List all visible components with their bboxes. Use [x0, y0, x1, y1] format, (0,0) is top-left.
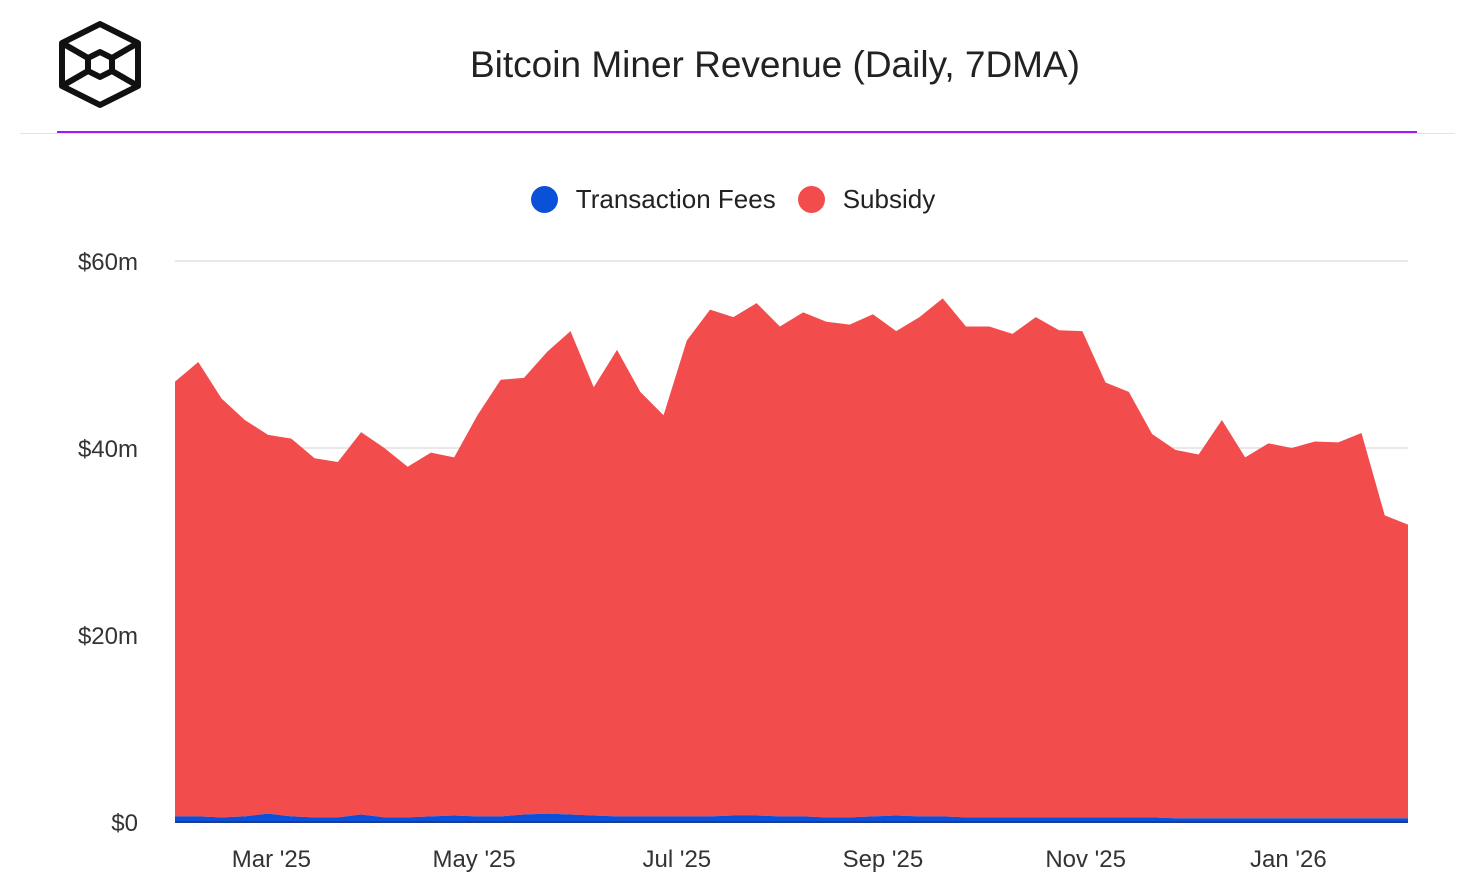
legend-item-subsidy[interactable]: Subsidy — [797, 184, 936, 215]
subsidy-area — [175, 298, 1408, 819]
cube-logo-icon — [56, 20, 144, 115]
fees-swatch-icon — [530, 186, 558, 213]
legend-label-subsidy: Subsidy — [842, 184, 936, 214]
y-tick-label: $60m — [78, 249, 138, 276]
x-tick-label: Jul '25 — [643, 846, 712, 873]
x-tick-label: Sep '25 — [843, 846, 924, 873]
legend-item-fees[interactable]: Transaction Fees — [530, 184, 776, 215]
subsidy-swatch-icon — [797, 186, 825, 213]
y-tick-label: $20m — [78, 623, 138, 650]
x-tick-label: May '25 — [432, 846, 515, 873]
header-divider-faint — [20, 133, 1455, 134]
x-tick-label: Jan '26 — [1250, 846, 1327, 873]
legend-label-fees: Transaction Fees — [575, 184, 776, 214]
fees-area — [175, 813, 1408, 822]
y-tick-label: $40m — [78, 436, 138, 463]
x-tick-label: Mar '25 — [232, 846, 311, 873]
legend: Transaction Fees Subsidy — [0, 184, 1466, 215]
x-tick-label: Nov '25 — [1045, 846, 1126, 873]
header-divider — [57, 131, 1417, 133]
chart-title: Bitcoin Miner Revenue (Daily, 7DMA) — [469, 44, 1080, 85]
y-tick-label: $0 — [111, 810, 138, 837]
